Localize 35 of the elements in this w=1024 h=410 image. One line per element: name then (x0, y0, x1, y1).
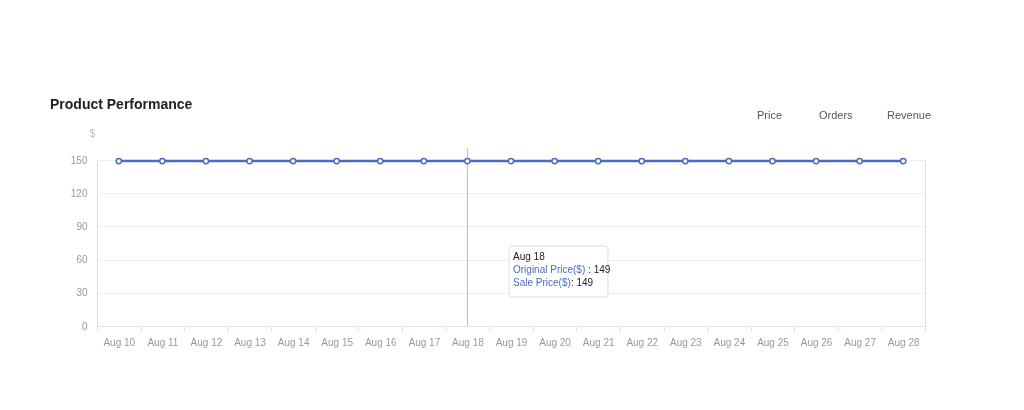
x-tick-label: Aug 28 (887, 336, 920, 348)
x-tick-label: Aug 11 (147, 336, 179, 348)
x-tick-label: Aug 18 (452, 336, 485, 348)
annotation: : 149 (588, 264, 611, 275)
x-tick-label: Aug 24 (713, 336, 746, 348)
text: Price (757, 109, 783, 121)
x-tick-label: Aug 26 (800, 336, 833, 348)
y-axis-title: $ (89, 128, 96, 139)
x-tick-label: Aug 14 (277, 336, 310, 348)
y-tick-label: 60 (76, 254, 88, 266)
x-tick-label: Aug 22 (626, 336, 659, 348)
x-tick-label: Aug 23 (669, 336, 703, 348)
y-tick-label: 90 (76, 220, 88, 232)
x-tick-label: Aug 27 (844, 336, 877, 348)
y-tick-label: 120 (70, 187, 88, 199)
y-tick-label: 150 (70, 154, 88, 166)
text: Orders (819, 109, 854, 121)
text: Aug 18 (513, 251, 545, 262)
x-tick-label: Aug 20 (539, 336, 572, 348)
x-tick-label: Aug 17 (408, 336, 441, 348)
y-tick-label: 0 (81, 320, 88, 332)
annotation: Sale Price($) (513, 277, 571, 288)
annotation: : 149 (570, 277, 594, 288)
x-tick-label: Aug 19 (495, 336, 528, 348)
x-tick-label: Aug 10 (103, 336, 136, 348)
text: Revenue (887, 109, 932, 121)
x-tick-label: Aug 15 (321, 336, 354, 348)
x-tick-label: Aug 21 (582, 336, 615, 348)
x-tick-label: Aug 12 (190, 336, 223, 348)
chart-title: Product Performance (50, 96, 193, 112)
x-tick-label: Aug 16 (364, 336, 398, 348)
x-tick-label: Aug 13 (234, 336, 267, 348)
annotation: Original Price($) (513, 264, 586, 275)
y-tick-label: 30 (76, 287, 88, 299)
x-tick-label: Aug 25 (757, 336, 790, 348)
